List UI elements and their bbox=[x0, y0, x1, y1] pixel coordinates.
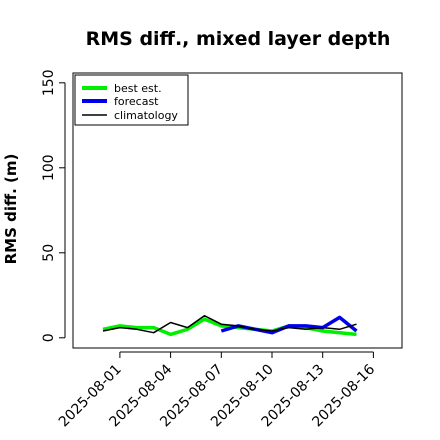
legend-label-forecast: forecast bbox=[114, 95, 159, 108]
legend-label-climatology: climatology bbox=[114, 109, 178, 122]
legend-label-best-est: best est. bbox=[114, 82, 162, 95]
chart-title: RMS diff., mixed layer depth bbox=[86, 28, 391, 50]
y-tick-label: 100 bbox=[41, 154, 57, 181]
series-layer bbox=[102, 314, 358, 337]
y-tick-label: 50 bbox=[41, 244, 57, 262]
y-tick-label: 150 bbox=[41, 69, 57, 96]
y-axis-label: RMS diff. (m) bbox=[2, 154, 20, 265]
x-axis: 2025-08-012025-08-042025-08-072025-08-10… bbox=[56, 351, 378, 430]
plot-frame bbox=[72, 72, 403, 349]
y-tick-label: 0 bbox=[41, 333, 57, 342]
legend: best est. forecast climatology bbox=[74, 74, 189, 126]
series-line-climatology bbox=[102, 314, 357, 334]
y-axis: 0 50 100 150 bbox=[41, 69, 66, 342]
series-line-forecast bbox=[220, 315, 358, 335]
